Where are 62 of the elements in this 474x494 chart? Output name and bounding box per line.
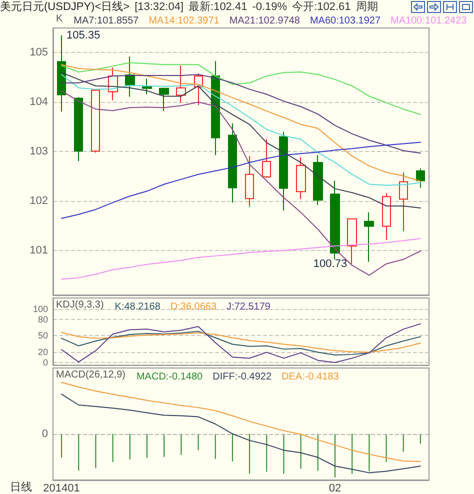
text: D:36.0663 bbox=[170, 302, 217, 312]
annotation: 105.35 bbox=[66, 29, 100, 42]
text: DIFF:-0.4922 bbox=[212, 372, 272, 382]
y-tick-label: 80 bbox=[38, 314, 48, 324]
x-tick-label: 02 bbox=[328, 482, 342, 494]
candlestick bbox=[313, 154, 323, 206]
text: 今开:102.61 bbox=[292, 1, 351, 13]
text: MA60:103.1927 bbox=[310, 16, 381, 26]
text: MA21:102.9748 bbox=[229, 16, 300, 26]
candlestick bbox=[330, 180, 340, 260]
line-series bbox=[61, 62, 421, 116]
line-series bbox=[61, 238, 421, 280]
candlestick bbox=[91, 90, 100, 154]
candlestick bbox=[364, 212, 374, 262]
candlestick bbox=[245, 156, 254, 207]
candlestick bbox=[399, 172, 408, 232]
text: MA14:102.3971 bbox=[148, 16, 220, 26]
line-series bbox=[61, 74, 421, 154]
candlestick bbox=[74, 96, 83, 162]
candlestick bbox=[228, 122, 237, 204]
y-tick-label: 100 bbox=[32, 304, 48, 314]
text: MA100:101.2423 bbox=[390, 16, 468, 26]
candlestick bbox=[382, 192, 391, 241]
y-tick-label: 102 bbox=[30, 195, 48, 208]
candlestick bbox=[176, 65, 186, 104]
text: DEA:-0.4183 bbox=[282, 372, 340, 382]
candlestick bbox=[296, 157, 306, 200]
y-tick-label: 104 bbox=[30, 96, 48, 108]
legend-title: KDJ(9,3,3) bbox=[56, 300, 104, 310]
text: 最新:102.41 bbox=[188, 1, 248, 13]
candlestick bbox=[416, 168, 425, 188]
candlestick bbox=[262, 138, 271, 178]
line-series bbox=[61, 72, 421, 208]
candlestick bbox=[279, 131, 288, 211]
candlestick bbox=[211, 60, 220, 156]
line-series bbox=[61, 90, 421, 276]
y-tick-label: 101 bbox=[30, 244, 48, 256]
chart-title: 美元日元(USDJPY)<日线> bbox=[0, 1, 130, 13]
x-tick-label: 201401 bbox=[43, 482, 80, 494]
text: 日线 bbox=[10, 480, 32, 494]
y-tick-label: 0 bbox=[42, 358, 48, 368]
line-series bbox=[61, 142, 421, 219]
text: 周期 bbox=[356, 1, 378, 13]
legend-title: MACD(26,12,9) bbox=[56, 370, 126, 380]
y-tick-label: 103 bbox=[30, 146, 48, 158]
line-series bbox=[61, 323, 421, 363]
text: J:72.5179 bbox=[226, 302, 271, 312]
text: MACD:-0.1480 bbox=[136, 372, 204, 382]
text: K:48.2168 bbox=[114, 302, 161, 312]
y-tick-label: 105 bbox=[30, 46, 48, 59]
text: [13:32:04] bbox=[134, 1, 184, 13]
candlestick bbox=[159, 88, 169, 112]
candlestick bbox=[57, 34, 66, 112]
candlestick bbox=[142, 78, 152, 95]
annotation: 100.73 bbox=[313, 258, 348, 270]
legend-title: K bbox=[56, 14, 63, 24]
text: -0.19% bbox=[252, 1, 288, 13]
text: MA7:101.8557 bbox=[74, 16, 140, 26]
y-tick-label: 50 bbox=[38, 330, 48, 341]
candlestick bbox=[125, 56, 135, 98]
y-tick-label: 20 bbox=[38, 346, 48, 357]
candlestick bbox=[347, 218, 357, 264]
